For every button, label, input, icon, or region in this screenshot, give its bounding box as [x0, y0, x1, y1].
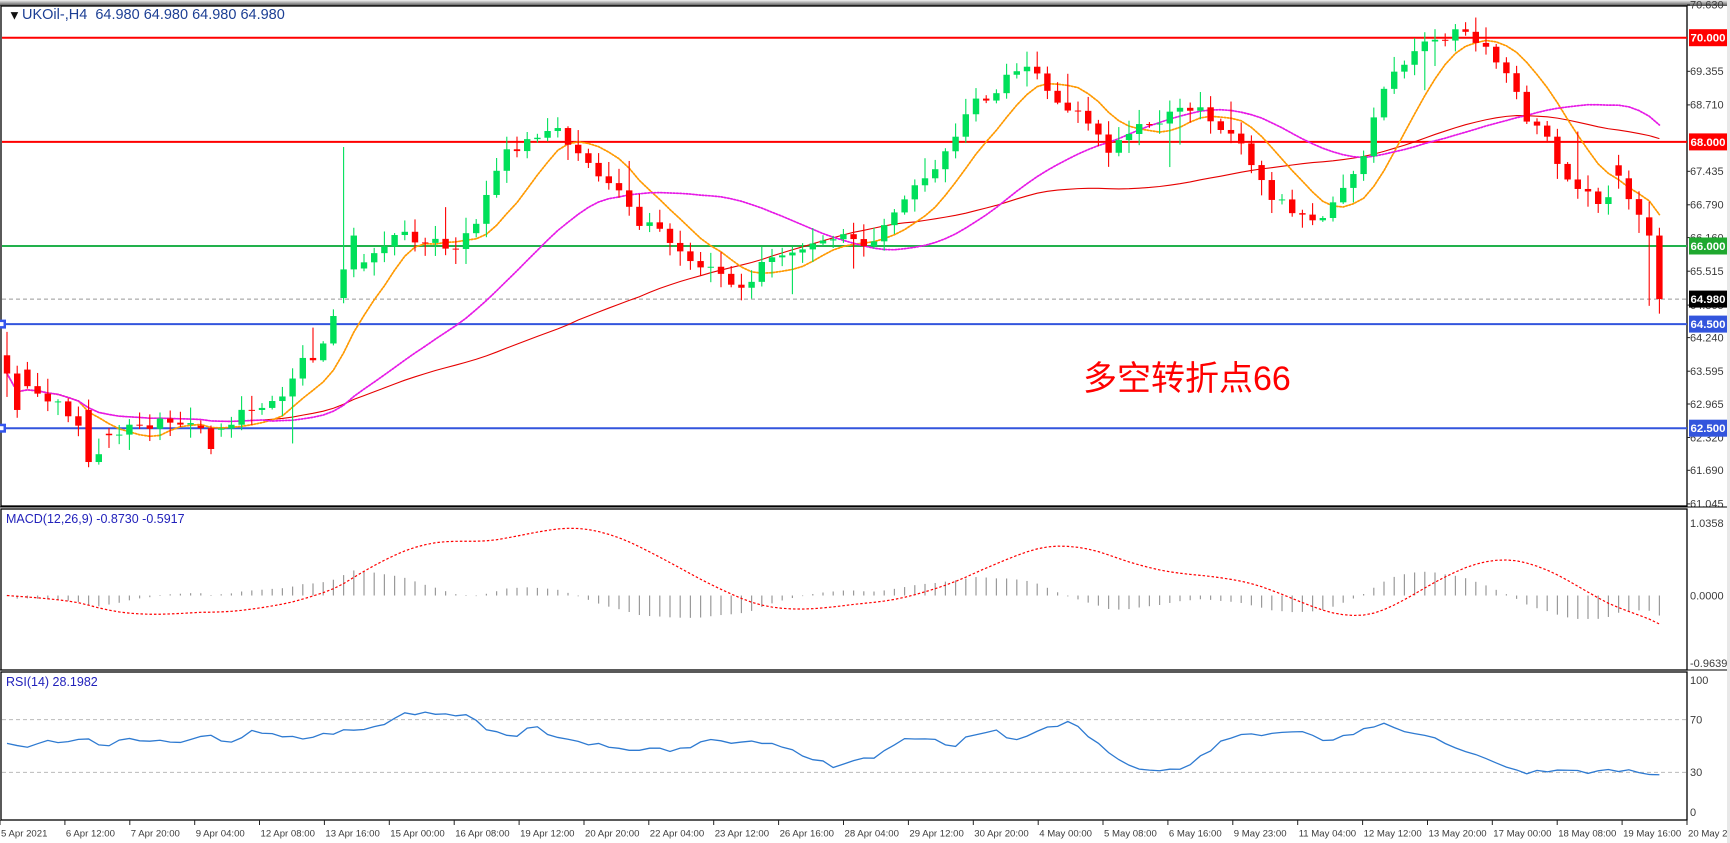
- svg-text:9 Apr 04:00: 9 Apr 04:00: [196, 829, 245, 840]
- svg-text:RSI(14) 28.1982: RSI(14) 28.1982: [6, 675, 98, 689]
- svg-text:100: 100: [1690, 675, 1708, 687]
- svg-text:9 May 23:00: 9 May 23:00: [1234, 829, 1287, 840]
- svg-text:UKOil-,H4 64.980 64.980 64.98: UKOil-,H4 64.980 64.980 64.980 64.980: [22, 7, 285, 23]
- svg-text:15 Apr 00:00: 15 Apr 00:00: [390, 829, 444, 840]
- svg-text:70.000: 70.000: [1691, 33, 1726, 45]
- svg-text:1.0358: 1.0358: [1690, 518, 1724, 530]
- svg-text:MACD(12,26,9) -0.8730 -0.5917: MACD(12,26,9) -0.8730 -0.5917: [6, 512, 185, 526]
- svg-text:69.355: 69.355: [1690, 66, 1724, 78]
- svg-text:18 May 08:00: 18 May 08:00: [1558, 829, 1616, 840]
- svg-text:28 Apr 04:00: 28 Apr 04:00: [845, 829, 899, 840]
- svg-text:0: 0: [1690, 807, 1696, 819]
- svg-text:70.630: 70.630: [1690, 0, 1724, 12]
- svg-text:▼: ▼: [8, 8, 21, 23]
- svg-text:66.790: 66.790: [1690, 200, 1724, 212]
- svg-text:23 Apr 12:00: 23 Apr 12:00: [715, 829, 769, 840]
- svg-text:16 Apr 08:00: 16 Apr 08:00: [455, 829, 509, 840]
- svg-text:13 Apr 16:00: 13 Apr 16:00: [325, 829, 379, 840]
- svg-text:67.435: 67.435: [1690, 166, 1724, 178]
- svg-text:26 Apr 16:00: 26 Apr 16:00: [780, 829, 834, 840]
- svg-text:61.045: 61.045: [1690, 499, 1724, 511]
- svg-text:19 Apr 12:00: 19 Apr 12:00: [520, 829, 574, 840]
- svg-text:63.595: 63.595: [1690, 366, 1724, 378]
- svg-text:20 May 21:15: 20 May 21:15: [1688, 829, 1730, 840]
- svg-text:6 Apr 12:00: 6 Apr 12:00: [66, 829, 115, 840]
- svg-text:68.710: 68.710: [1690, 100, 1724, 112]
- svg-text:64.240: 64.240: [1690, 332, 1724, 344]
- svg-text:62.500: 62.500: [1691, 423, 1726, 435]
- svg-text:11 May 04:00: 11 May 04:00: [1299, 829, 1356, 840]
- svg-text:7 Apr 20:00: 7 Apr 20:00: [131, 829, 180, 840]
- svg-text:13 May 20:00: 13 May 20:00: [1429, 829, 1487, 840]
- svg-text:5 Apr 2021: 5 Apr 2021: [1, 829, 47, 840]
- svg-text:66.000: 66.000: [1691, 241, 1726, 253]
- svg-text:64.500: 64.500: [1691, 319, 1726, 331]
- svg-text:61.690: 61.690: [1690, 465, 1724, 477]
- svg-text:68.000: 68.000: [1691, 137, 1726, 149]
- svg-text:30: 30: [1690, 767, 1702, 779]
- svg-text:65.515: 65.515: [1690, 266, 1724, 278]
- svg-text:12 Apr 08:00: 12 Apr 08:00: [261, 829, 315, 840]
- svg-text:5 May 08:00: 5 May 08:00: [1104, 829, 1157, 840]
- svg-text:30 Apr 20:00: 30 Apr 20:00: [974, 829, 1028, 840]
- svg-text:64.980: 64.980: [1691, 294, 1726, 306]
- svg-text:70: 70: [1690, 714, 1702, 726]
- svg-text:0.0000: 0.0000: [1690, 590, 1724, 602]
- svg-text:19 May 16:00: 19 May 16:00: [1623, 829, 1681, 840]
- svg-text:4 May 00:00: 4 May 00:00: [1039, 829, 1092, 840]
- svg-text:29 Apr 12:00: 29 Apr 12:00: [909, 829, 963, 840]
- svg-text:-0.9639: -0.9639: [1690, 658, 1727, 670]
- svg-text:17 May 00:00: 17 May 00:00: [1493, 829, 1551, 840]
- svg-text:多空转折点66: 多空转折点66: [1083, 360, 1291, 398]
- svg-text:20 Apr 20:00: 20 Apr 20:00: [585, 829, 639, 840]
- svg-text:6 May 16:00: 6 May 16:00: [1169, 829, 1222, 840]
- svg-text:12 May 12:00: 12 May 12:00: [1364, 829, 1422, 840]
- svg-text:62.965: 62.965: [1690, 399, 1724, 411]
- svg-text:22 Apr 04:00: 22 Apr 04:00: [650, 829, 704, 840]
